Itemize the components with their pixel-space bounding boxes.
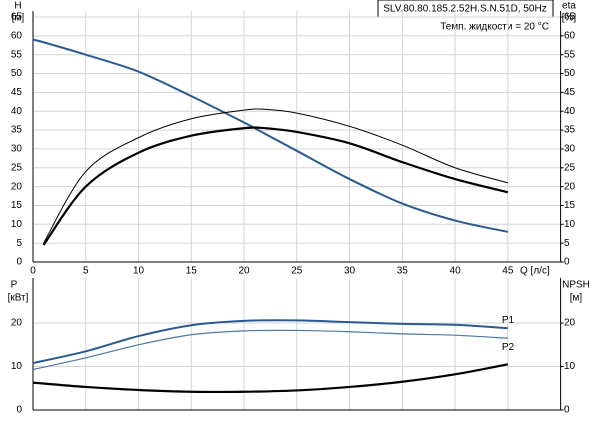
y-label: P — [11, 280, 18, 291]
y2-tick-label: 20 — [564, 318, 576, 329]
y-tick-label: 20 — [11, 318, 23, 329]
y2-tick-label: 30 — [564, 144, 576, 155]
x-tick-label: 15 — [186, 266, 198, 277]
subtitle: Темп. жидкости = 20 °C — [440, 22, 549, 33]
y-unit: [м] — [12, 13, 25, 24]
y-tick-label: 15 — [11, 200, 23, 211]
y-tick-label: 30 — [11, 144, 23, 155]
y2-tick-label: 0 — [564, 405, 570, 416]
x-tick-label: 25 — [291, 266, 303, 277]
y2-tick-label: 35 — [564, 125, 576, 136]
y2-tick-label: 10 — [564, 361, 576, 372]
chart-title: SLV.80.80.185.2.52H.S.N.51D, 50Hz — [383, 4, 546, 15]
curve — [42, 126, 509, 246]
curve — [32, 38, 509, 233]
series-label: P1 — [502, 315, 515, 326]
y2-tick-label: 20 — [564, 181, 576, 192]
y2-tick-label: 55 — [564, 49, 576, 60]
curve — [43, 108, 508, 244]
y2-tick-label: 25 — [564, 162, 576, 173]
series-label: P2 — [502, 342, 515, 353]
y2-unit: [%] — [562, 13, 577, 24]
y2-tick-label: 65 — [564, 12, 576, 23]
x-tick-label: 40 — [450, 266, 462, 277]
y-tick-label: 0 — [16, 257, 22, 268]
y-tick-label: 25 — [11, 162, 23, 173]
y-tick-label: 60 — [11, 30, 23, 41]
y2-tick-label: 0 — [564, 257, 570, 268]
curve — [32, 363, 509, 394]
x-tick-label: 45 — [502, 266, 514, 277]
y2-label: eta — [562, 1, 576, 12]
y2-tick-label: 50 — [564, 68, 576, 79]
y-tick-label: 10 — [11, 219, 23, 230]
y-tick-label: 45 — [11, 87, 23, 98]
x-label: Q [л/с] — [520, 266, 550, 277]
x-tick-label: 20 — [238, 266, 250, 277]
y-tick-label: 0 — [16, 405, 22, 416]
x-tick-label: 35 — [397, 266, 409, 277]
y-tick-label: 20 — [11, 181, 23, 192]
y2-tick-label: 10 — [564, 219, 576, 230]
y-tick-label: 50 — [11, 68, 23, 79]
curve — [32, 319, 508, 365]
y-tick-label: 55 — [11, 49, 23, 60]
y2-unit: [м] — [570, 293, 583, 304]
y2-tick-label: 45 — [564, 87, 576, 98]
x-tick-label: 5 — [83, 266, 89, 277]
y2-tick-label: 15 — [564, 200, 576, 211]
y-tick-label: 65 — [11, 12, 23, 23]
x-tick-label: 30 — [344, 266, 356, 277]
curve — [32, 329, 508, 371]
x-tick-label: 0 — [30, 266, 36, 277]
y2-tick-label: 5 — [564, 238, 570, 249]
y-tick-label: 10 — [11, 361, 23, 372]
y-label: H — [14, 1, 21, 12]
x-tick-label: 10 — [133, 266, 145, 277]
y-tick-label: 40 — [11, 106, 23, 117]
y2-tick-label: 60 — [564, 30, 576, 41]
y2-tick-label: 40 — [564, 106, 576, 117]
y-tick-label: 35 — [11, 125, 23, 136]
y2-label: NPSH — [562, 280, 590, 291]
y-tick-label: 5 — [16, 238, 22, 249]
y-unit: [кВт] — [8, 293, 29, 304]
